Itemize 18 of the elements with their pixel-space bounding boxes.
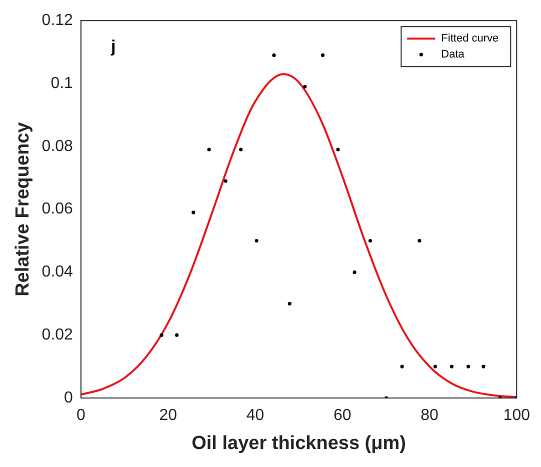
- x-tick-label: 40: [246, 407, 264, 424]
- y-tick-label: 0: [64, 389, 74, 406]
- legend-label: Data: [441, 48, 466, 61]
- y-tick-label: 0.06: [42, 200, 74, 218]
- annotation: j: [110, 36, 116, 56]
- y-tick-label: 0.08: [42, 138, 74, 155]
- y-tick-label: 0.04: [42, 264, 74, 281]
- y-tick-label: 0.12: [42, 12, 74, 30]
- x-axis-title: Oil layer thickness (μm): [192, 432, 406, 454]
- x-tick-label: 20: [159, 407, 178, 424]
- y-axis-title: Relative Frequency: [12, 122, 34, 296]
- legend-label: Fitted curve: [441, 32, 499, 45]
- x-tick-label: 100: [503, 407, 530, 424]
- x-tick-label: 60: [333, 407, 352, 424]
- x-tick-label: 80: [420, 407, 439, 424]
- x-tick-label: 0: [76, 407, 86, 424]
- y-tick-label: 0.02: [42, 326, 74, 344]
- y-tick-label: 0.1: [50, 74, 74, 92]
